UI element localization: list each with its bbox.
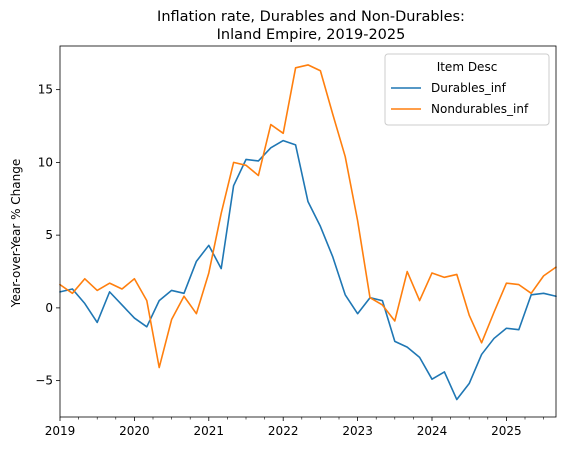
x-tick-label: 2021: [194, 424, 225, 438]
y-tick-label: 15: [38, 83, 53, 97]
series-line-nondurables-inf: [59, 64, 557, 369]
x-tick-label: 2022: [268, 424, 299, 438]
series-line-durables-inf: [59, 139, 557, 401]
y-tick-label: −5: [35, 374, 53, 388]
plot-area: [59, 45, 557, 418]
x-tick-label: 2023: [342, 424, 373, 438]
x-tick-label: 2020: [119, 424, 150, 438]
legend-label-durables: Durables_inf: [431, 81, 507, 95]
y-axis-label: Year-over-Year % Change: [9, 159, 23, 308]
y-axis: −5 0 5 10 15: [35, 83, 60, 388]
x-tick-label: 2019: [45, 424, 76, 438]
legend-box: [384, 53, 550, 126]
legend-label-nondurables: Nondurables_inf: [431, 102, 529, 116]
y-tick-label: 10: [38, 155, 53, 169]
x-tick-label: 2024: [417, 424, 448, 438]
x-tick-label: 2025: [491, 424, 522, 438]
series-layer: [59, 64, 557, 401]
y-tick-label: 5: [45, 228, 53, 242]
chart-title-line-2: Inland Empire, 2019-2025: [217, 27, 406, 43]
chart-title-line-1: Inflation rate, Durables and Non-Durable…: [157, 9, 465, 25]
y-tick-label: 0: [45, 301, 53, 315]
legend: Item Desc Durables_inf Nondurables_inf: [384, 53, 550, 126]
legend-title: Item Desc: [437, 60, 498, 74]
x-axis: 2019 2020 2021 2022 2023 2024 2025: [45, 417, 544, 438]
plot-frame: [59, 45, 557, 418]
